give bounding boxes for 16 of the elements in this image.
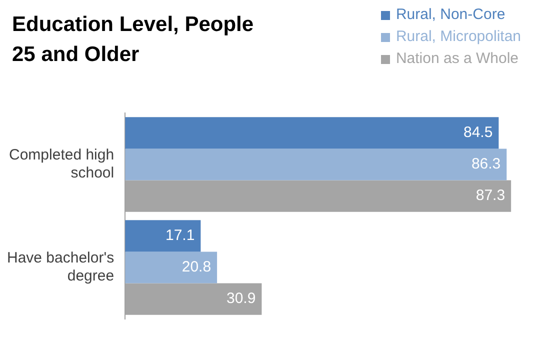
legend-label: Rural, Micropolitan [396, 27, 521, 47]
bar [125, 117, 499, 149]
bar [125, 220, 201, 252]
legend-label: Rural, Non-Core [396, 5, 506, 25]
bar [125, 148, 507, 180]
data-label: 20.8 [182, 258, 212, 276]
data-label: 17.1 [165, 227, 195, 244]
y-tick-label: Completed high school [9, 146, 114, 182]
legend-label: Nation as a Whole [396, 49, 519, 69]
y-tick-label: Have bachelor's degree [6, 250, 114, 285]
bar [125, 252, 218, 284]
data-label: 84.5 [463, 124, 493, 142]
data-label: 87.3 [476, 187, 506, 204]
chart-title: Education Level, People 25 and Older [12, 12, 255, 68]
data-label: 30.9 [226, 290, 256, 308]
data-label: 86.3 [471, 156, 501, 173]
